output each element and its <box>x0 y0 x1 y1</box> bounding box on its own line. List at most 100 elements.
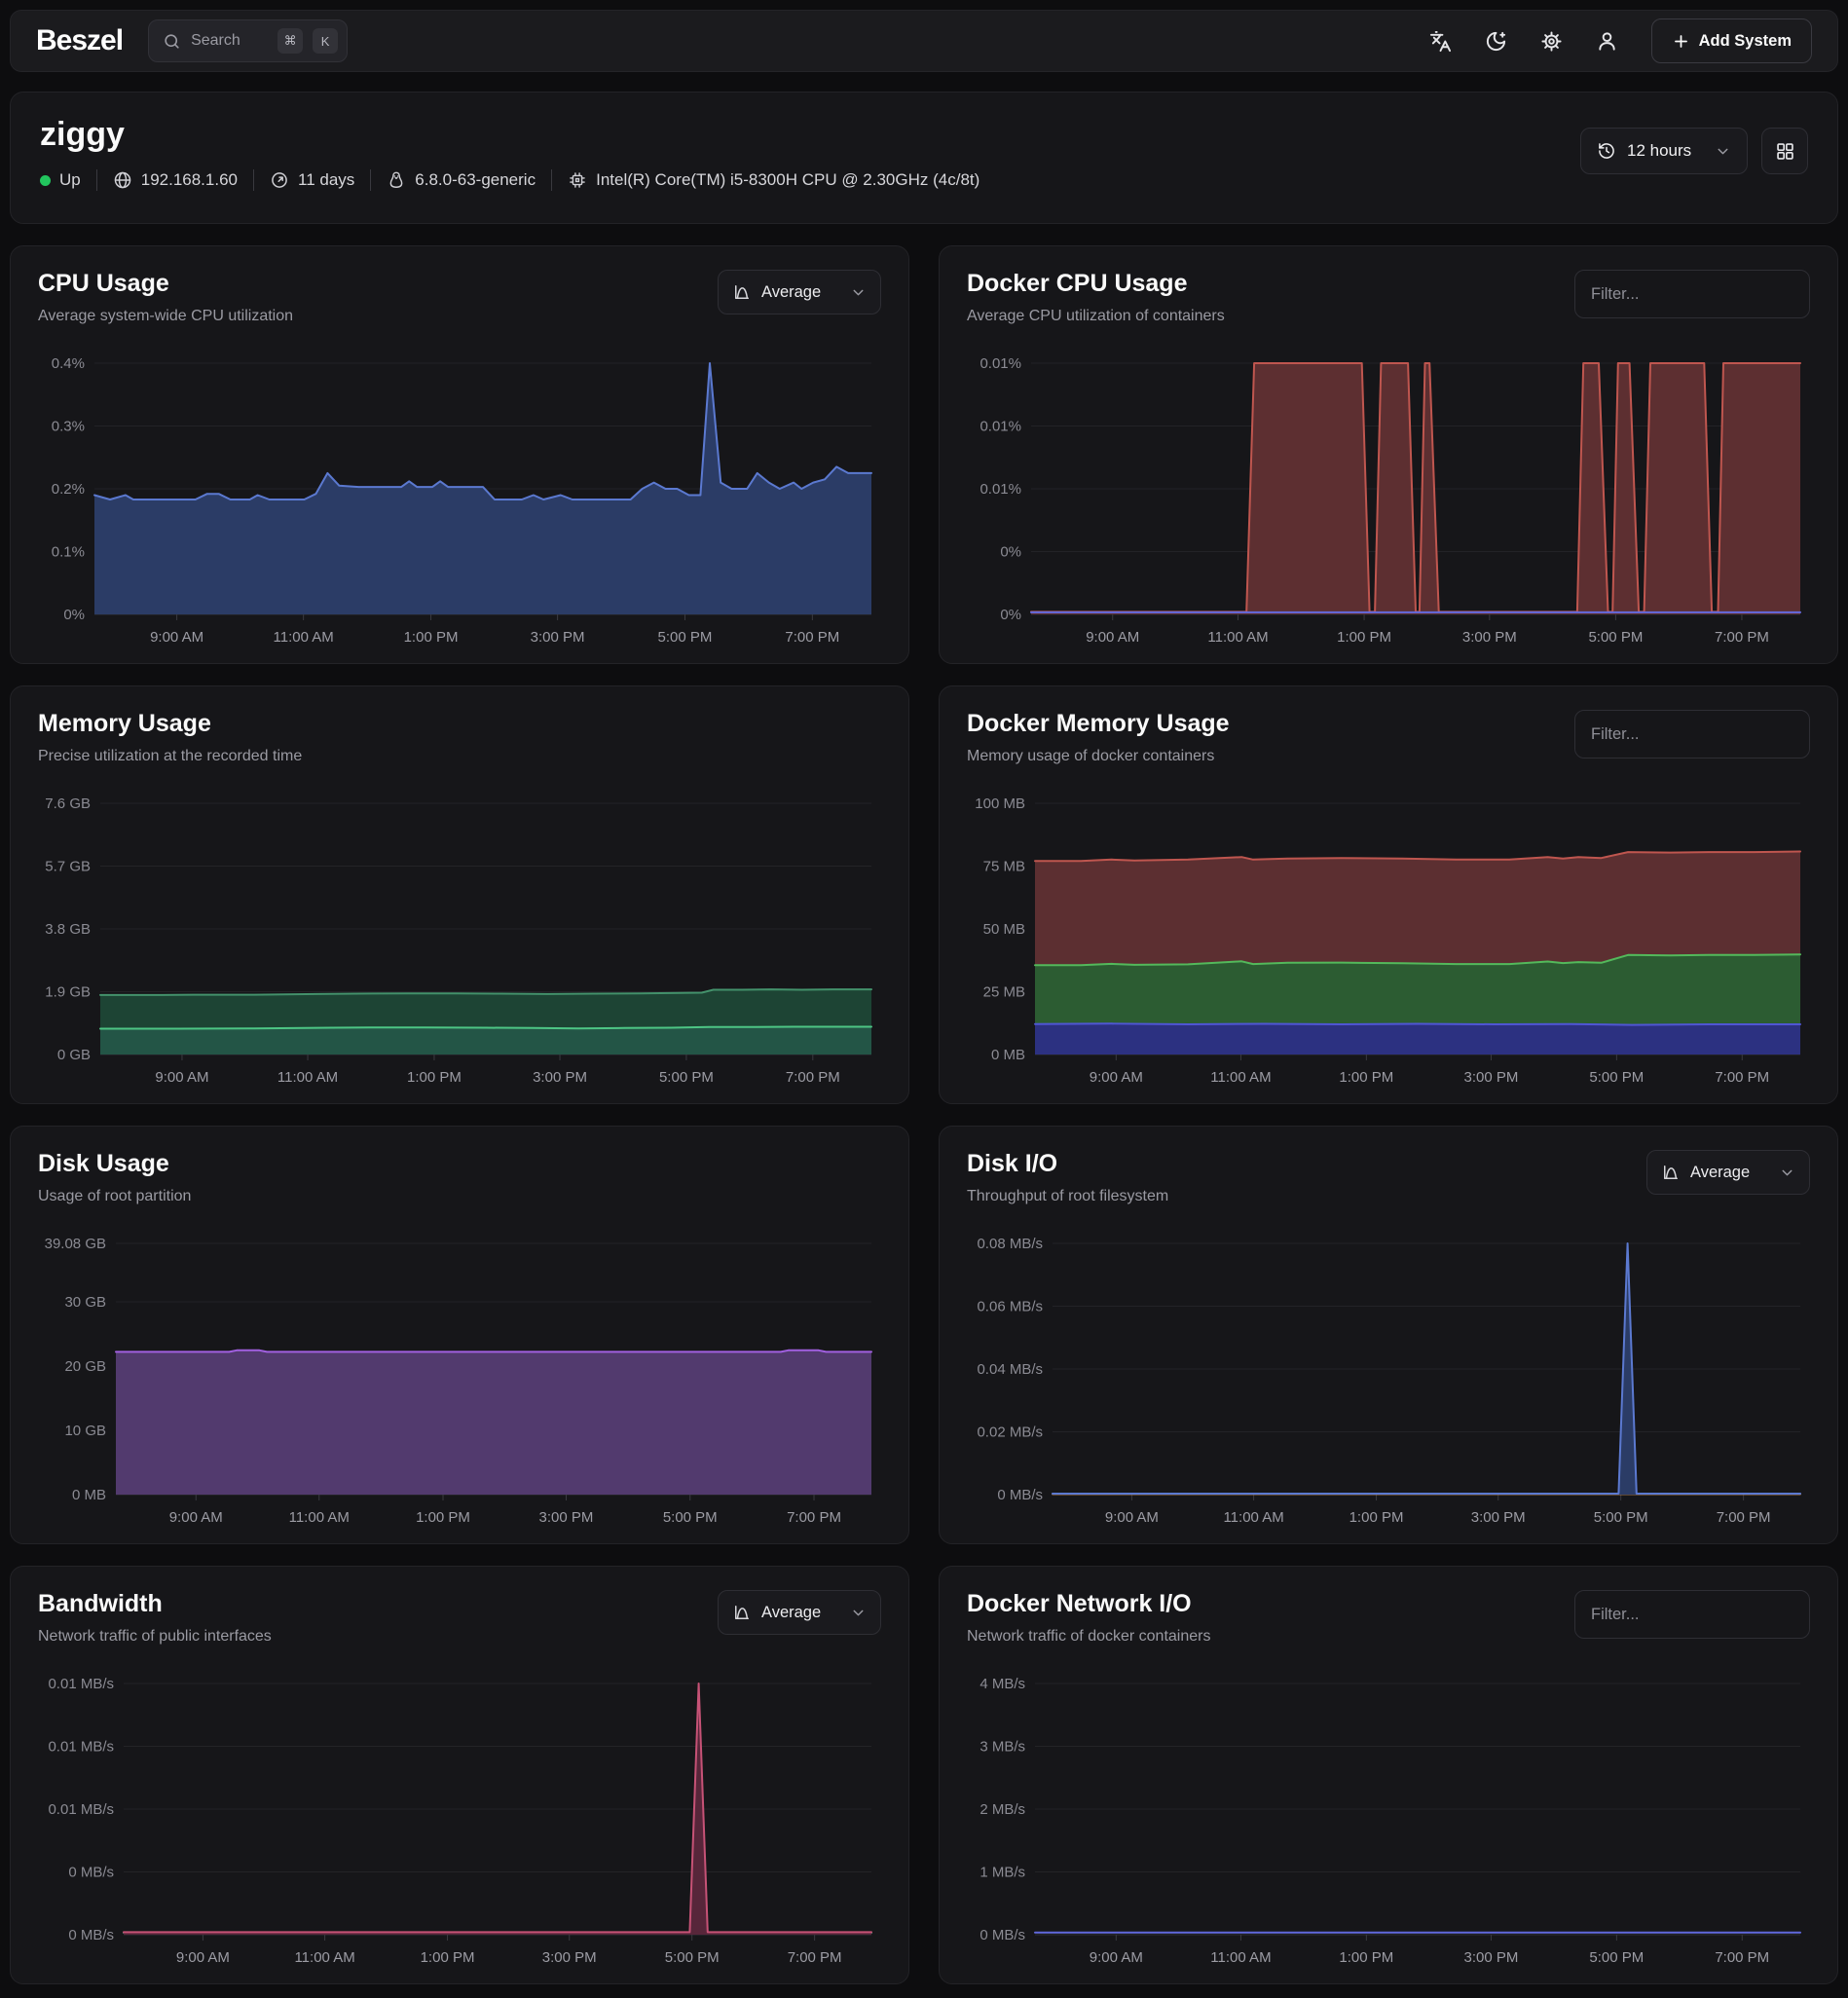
chart-area[interactable]: 0 MB/s 1 MB/s 2 MB/s 3 MB/s 4 MB/s 9:00 AM 11:… <box>967 1676 1810 1970</box>
svg-text:7:00 PM: 7:00 PM <box>1715 629 1769 646</box>
card-head: Bandwidth Network traffic of public inte… <box>38 1590 881 1646</box>
svg-text:9:00 AM: 9:00 AM <box>1086 629 1139 646</box>
card-titles: Bandwidth Network traffic of public inte… <box>38 1590 272 1646</box>
language-button[interactable] <box>1429 30 1452 53</box>
card-subtitle: Network traffic of docker containers <box>967 1628 1211 1645</box>
system-meta: Up 192.168.1.60 11 days 6. <box>40 169 979 191</box>
card-subtitle: Network traffic of public interfaces <box>38 1628 272 1645</box>
svg-text:11:00 AM: 11:00 AM <box>1210 1069 1271 1086</box>
chart-type-value: Average <box>761 1603 822 1621</box>
chart-area[interactable]: 0 MB 10 GB 20 GB 30 GB 39.08 GB 9:00 AM 11:00 … <box>38 1236 881 1530</box>
svg-text:0%: 0% <box>1000 544 1021 561</box>
svg-text:100 MB: 100 MB <box>975 796 1025 812</box>
chevron-down-icon <box>850 1605 867 1621</box>
card-titles: Docker Memory Usage Memory usage of dock… <box>967 710 1230 765</box>
svg-text:0.08 MB/s: 0.08 MB/s <box>977 1236 1043 1252</box>
svg-text:3:00 PM: 3:00 PM <box>542 1949 597 1966</box>
grid-layout-icon <box>1775 141 1795 162</box>
chart-area[interactable]: 0% 0.1% 0.2% 0.3% 0.4% 9:00 AM 11:00 AM 1:00 PM… <box>38 355 881 649</box>
svg-text:7:00 PM: 7:00 PM <box>786 1069 840 1086</box>
card-control <box>1574 1590 1810 1639</box>
svg-text:9:00 AM: 9:00 AM <box>150 629 203 646</box>
area-chart-icon <box>1661 1163 1681 1182</box>
card-title: Docker CPU Usage <box>967 270 1188 297</box>
gear-icon <box>1540 30 1563 53</box>
svg-text:11:00 AM: 11:00 AM <box>277 1069 338 1086</box>
kbd-meta: ⌘ <box>277 28 304 54</box>
settings-button[interactable] <box>1540 30 1563 53</box>
svg-text:3 MB/s: 3 MB/s <box>979 1739 1025 1756</box>
divider <box>551 169 553 191</box>
svg-text:0.01 MB/s: 0.01 MB/s <box>48 1739 114 1756</box>
svg-text:0 MB/s: 0 MB/s <box>997 1487 1043 1503</box>
add-system-button[interactable]: Add System <box>1650 18 1812 63</box>
svg-text:0.2%: 0.2% <box>52 481 85 498</box>
chart-type-value: Average <box>1690 1163 1751 1181</box>
time-range-select[interactable]: 12 hours <box>1580 128 1748 174</box>
card-head: Docker Memory Usage Memory usage of dock… <box>967 710 1810 765</box>
chart-area[interactable]: 0 MB/s 0.02 MB/s 0.04 MB/s 0.06 MB/s 0.08 MB… <box>967 1236 1810 1530</box>
chart-type-select[interactable]: Average <box>718 1590 881 1635</box>
card-subtitle: Precise utilization at the recorded time <box>38 748 303 764</box>
svg-text:5:00 PM: 5:00 PM <box>665 1949 720 1966</box>
card-subtitle: Throughput of root filesystem <box>967 1188 1169 1204</box>
filter-input[interactable] <box>1574 710 1810 758</box>
card-head: Docker CPU Usage Average CPU utilization… <box>967 270 1810 325</box>
chart-card: Disk I/O Throughput of root filesystem A… <box>939 1126 1838 1544</box>
system-cpu: Intel(R) Core(TM) i5-8300H CPU @ 2.30GHz… <box>568 170 979 190</box>
svg-text:1:00 PM: 1:00 PM <box>1349 1509 1404 1526</box>
svg-text:1:00 PM: 1:00 PM <box>404 629 459 646</box>
card-title: Docker Memory Usage <box>967 710 1230 737</box>
card-control: Average <box>718 270 881 314</box>
header-controls: 12 hours <box>1580 128 1808 174</box>
status-label: Up <box>59 170 81 189</box>
svg-text:5:00 PM: 5:00 PM <box>1589 1069 1644 1086</box>
card-titles: Disk I/O Throughput of root filesystem <box>967 1150 1168 1205</box>
layout-toggle-button[interactable] <box>1761 128 1808 174</box>
search-input[interactable]: Search ⌘ K <box>148 19 349 62</box>
svg-text:0%: 0% <box>63 607 85 623</box>
system-kernel: 6.8.0-63-generic <box>387 170 536 190</box>
svg-text:0.01%: 0.01% <box>979 481 1021 498</box>
card-title: CPU Usage <box>38 270 169 297</box>
chart-area[interactable]: 0 GB 1.9 GB 3.8 GB 5.7 GB 7.6 GB 9:00 AM 11:00… <box>38 796 881 1090</box>
chevron-down-icon <box>1779 1165 1795 1181</box>
filter-input[interactable] <box>1574 270 1810 318</box>
svg-text:3:00 PM: 3:00 PM <box>533 1069 587 1086</box>
svg-text:3:00 PM: 3:00 PM <box>1471 1509 1526 1526</box>
chart-area[interactable]: 0 MB 25 MB 50 MB 75 MB 100 MB 9:00 AM 11:00 AM… <box>967 796 1810 1090</box>
svg-text:0.01 MB/s: 0.01 MB/s <box>48 1801 114 1818</box>
svg-text:7:00 PM: 7:00 PM <box>788 1949 842 1966</box>
theme-toggle-button[interactable] <box>1485 30 1507 53</box>
chart-area[interactable]: 0% 0% 0.01% 0.01% 0.01% 9:00 AM 11:00 AM 1:00 P… <box>967 355 1810 649</box>
svg-text:39.08 GB: 39.08 GB <box>45 1236 106 1252</box>
chart-type-select[interactable]: Average <box>718 270 881 314</box>
system-info: ziggy Up 192.168.1.60 11 days <box>40 114 979 191</box>
svg-text:0 MB/s: 0 MB/s <box>979 1927 1025 1943</box>
svg-text:3:00 PM: 3:00 PM <box>539 1509 594 1526</box>
system-uptime: 11 days <box>270 170 354 190</box>
chart-type-select[interactable]: Average <box>1646 1150 1810 1195</box>
system-header: ziggy Up 192.168.1.60 11 days <box>10 92 1838 224</box>
svg-text:5:00 PM: 5:00 PM <box>658 629 713 646</box>
svg-text:0 MB: 0 MB <box>72 1487 106 1503</box>
svg-text:1:00 PM: 1:00 PM <box>416 1509 470 1526</box>
svg-text:0.01%: 0.01% <box>979 419 1021 435</box>
card-head: Docker Network I/O Network traffic of do… <box>967 1590 1810 1646</box>
svg-text:5.7 GB: 5.7 GB <box>45 859 91 875</box>
card-title: Memory Usage <box>38 710 211 737</box>
system-uptime-label: 11 days <box>298 170 355 189</box>
app-logo: Beszel <box>36 24 124 56</box>
svg-text:5:00 PM: 5:00 PM <box>1589 1949 1644 1966</box>
chart-card: CPU Usage Average system-wide CPU utiliz… <box>10 245 909 664</box>
card-control: Average <box>718 1590 881 1635</box>
svg-text:0.3%: 0.3% <box>52 419 85 435</box>
cpu-chip-icon <box>568 170 587 190</box>
chart-area[interactable]: 0 MB/s 0 MB/s 0.01 MB/s 0.01 MB/s 0.01 MB/s 9… <box>38 1676 881 1970</box>
filter-input[interactable] <box>1574 1590 1810 1639</box>
card-subtitle: Average system-wide CPU utilization <box>38 308 294 324</box>
time-range-value: 12 hours <box>1627 141 1692 160</box>
svg-text:1:00 PM: 1:00 PM <box>407 1069 462 1086</box>
plus-icon <box>1672 32 1690 51</box>
account-button[interactable] <box>1596 30 1618 53</box>
